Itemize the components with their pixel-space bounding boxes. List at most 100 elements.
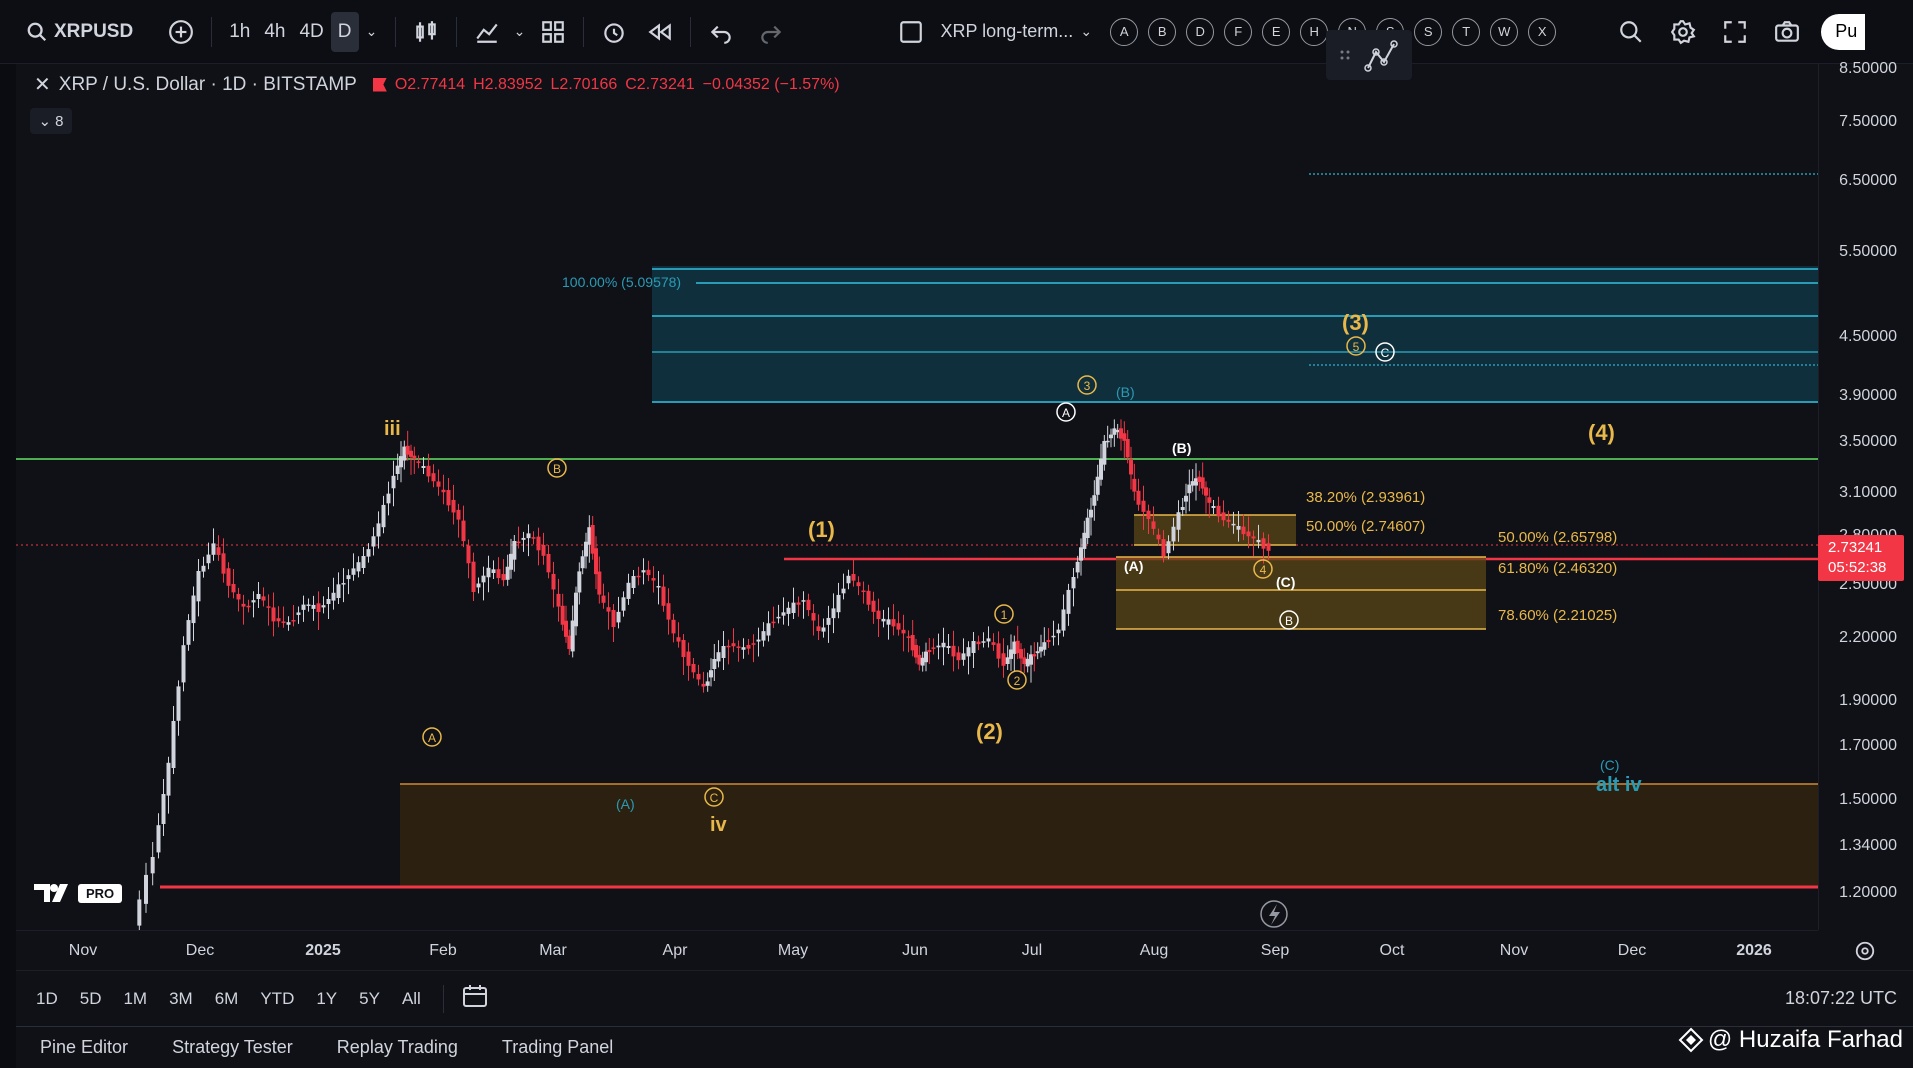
layout-dropdown[interactable]: ⌄ <box>1080 23 1093 39</box>
candle-body <box>616 611 621 623</box>
candle-body <box>712 659 717 669</box>
range-5y[interactable]: 5Y <box>359 988 380 1008</box>
candle-body <box>851 574 856 581</box>
close-legend-icon[interactable]: ✕ <box>34 74 51 96</box>
settings-button[interactable] <box>1663 12 1703 52</box>
range-1m[interactable]: 1M <box>123 988 148 1008</box>
candle-body <box>656 586 661 588</box>
left-drawing-toolbar[interactable] <box>0 64 16 1068</box>
shortcut-button-4[interactable]: E <box>1262 17 1291 46</box>
candle-body <box>726 645 731 648</box>
range-1d[interactable]: 1D <box>36 988 58 1008</box>
candle-body <box>886 619 891 625</box>
timeframe-dropdown[interactable]: ⌄ <box>365 23 378 39</box>
wave-label-3: (3) <box>1342 310 1369 335</box>
candle-body <box>436 481 441 487</box>
candle-body <box>509 553 513 570</box>
redo-button[interactable] <box>751 12 791 52</box>
candle-body <box>316 603 321 612</box>
indicators-collapse-button[interactable]: ⌄ 8 <box>30 108 72 134</box>
price-axis[interactable]: 8.50000 7.50000 6.50000 5.50000 4.50000 3.900… <box>1818 60 1913 930</box>
quick-search-button[interactable] <box>1611 12 1651 52</box>
price-chart[interactable]: 100.00% (5.09578) 38.20% (2.93961) 50.00… <box>16 64 1818 930</box>
floating-drawing-widget[interactable] <box>1326 30 1412 80</box>
alert-button[interactable] <box>594 12 634 52</box>
chart-canvas[interactable]: 100.00% (5.09578) 38.20% (2.93961) 50.00… <box>16 64 1818 930</box>
candle-body <box>1122 433 1127 441</box>
candle-body <box>936 645 941 648</box>
tab-trading-panel[interactable]: Trading Panel <box>501 1037 614 1057</box>
goto-date-button[interactable] <box>462 983 490 1014</box>
price-tick-label: 1.34000 <box>1839 837 1897 854</box>
candle-body <box>1019 649 1023 659</box>
range-6m[interactable]: 6M <box>214 988 239 1008</box>
wave-label-b-white: (B) <box>1172 440 1191 456</box>
range-1y[interactable]: 1Y <box>316 988 338 1008</box>
shortcut-button-9[interactable]: T <box>1452 17 1481 46</box>
candle-body <box>481 575 486 583</box>
candle-body <box>914 644 918 658</box>
replay-button[interactable] <box>640 12 680 52</box>
shortcut-button-11[interactable]: X <box>1528 17 1557 46</box>
candle-body <box>306 604 311 606</box>
candle-body <box>1032 654 1037 657</box>
range-5d[interactable]: 5D <box>79 988 102 1008</box>
candle-body <box>336 584 341 598</box>
candlestick-series <box>137 419 1271 930</box>
candle-body <box>705 681 710 686</box>
shortcut-button-1[interactable]: B <box>1148 17 1177 46</box>
candle-body <box>1075 561 1080 573</box>
shortcut-button-0[interactable]: A <box>1110 17 1139 46</box>
price-tick-label: 3.50000 <box>1839 433 1897 450</box>
candle-body <box>1051 635 1056 638</box>
symbol-search[interactable]: XRPUSD <box>26 12 133 52</box>
candle-body <box>801 600 806 602</box>
indicators-dropdown[interactable]: ⌄ <box>513 23 526 39</box>
range-all[interactable]: All <box>401 988 421 1008</box>
candle-body <box>161 794 166 824</box>
publish-button[interactable]: Pu <box>1821 13 1866 50</box>
screenshot-button[interactable] <box>1767 12 1807 52</box>
axis-settings-button[interactable] <box>1850 938 1880 964</box>
compare-symbol-button[interactable] <box>161 12 201 52</box>
range-ytd[interactable]: YTD <box>260 988 295 1008</box>
timeframe-1h[interactable]: 1h <box>229 20 251 42</box>
layout-checkbox[interactable] <box>891 12 931 52</box>
candle-body <box>917 654 922 665</box>
shortcut-button-8[interactable]: S <box>1414 17 1443 46</box>
legend-title[interactable]: XRP / U.S. Dollar · 1D · BITSTAMP <box>58 73 357 95</box>
candle-body <box>476 583 481 588</box>
candle-body <box>631 576 636 588</box>
shortcut-button-3[interactable]: F <box>1224 17 1253 46</box>
tab-pine-editor[interactable]: Pine Editor <box>40 1037 129 1057</box>
undo-button[interactable] <box>701 12 741 52</box>
candle-body <box>291 620 296 622</box>
tab-strategy-tester[interactable]: Strategy Tester <box>172 1037 293 1057</box>
timeframe-d[interactable]: D <box>330 11 359 52</box>
shortcut-button-2[interactable]: D <box>1186 17 1215 46</box>
indicators-button[interactable] <box>467 12 507 52</box>
time-axis[interactable]: Nov Dec 2025 Feb Mar Apr May Jun Jul Aug Sep Oct Nov… <box>16 930 1818 970</box>
shortcut-button-5[interactable]: H <box>1300 17 1329 46</box>
wave-marker-5: 5 <box>1346 336 1366 356</box>
timeframe-4d[interactable]: 4D <box>299 20 324 42</box>
candle-body <box>1166 541 1171 554</box>
tab-replay-trading[interactable]: Replay Trading <box>336 1037 458 1057</box>
candle-body <box>816 626 821 631</box>
candle-body <box>756 639 761 642</box>
fullscreen-button[interactable] <box>1715 12 1755 52</box>
utc-clock[interactable]: 18:07:22 UTC <box>1784 988 1897 1008</box>
candle-body <box>1079 547 1083 561</box>
symbol-label: XRPUSD <box>54 20 134 42</box>
candle-body <box>226 568 231 586</box>
timeframe-4h[interactable]: 4h <box>264 20 286 42</box>
templates-button[interactable] <box>533 12 573 52</box>
range-3m[interactable]: 3M <box>169 988 193 1008</box>
toolbar-divider <box>455 16 457 47</box>
chart-type-button[interactable] <box>406 12 446 52</box>
candle-body <box>1197 476 1202 482</box>
shortcut-button-10[interactable]: W <box>1490 17 1519 46</box>
candle-body <box>1204 487 1208 496</box>
lightning-icon[interactable] <box>1260 900 1288 928</box>
layout-name[interactable]: XRP long-term... <box>940 21 1074 41</box>
